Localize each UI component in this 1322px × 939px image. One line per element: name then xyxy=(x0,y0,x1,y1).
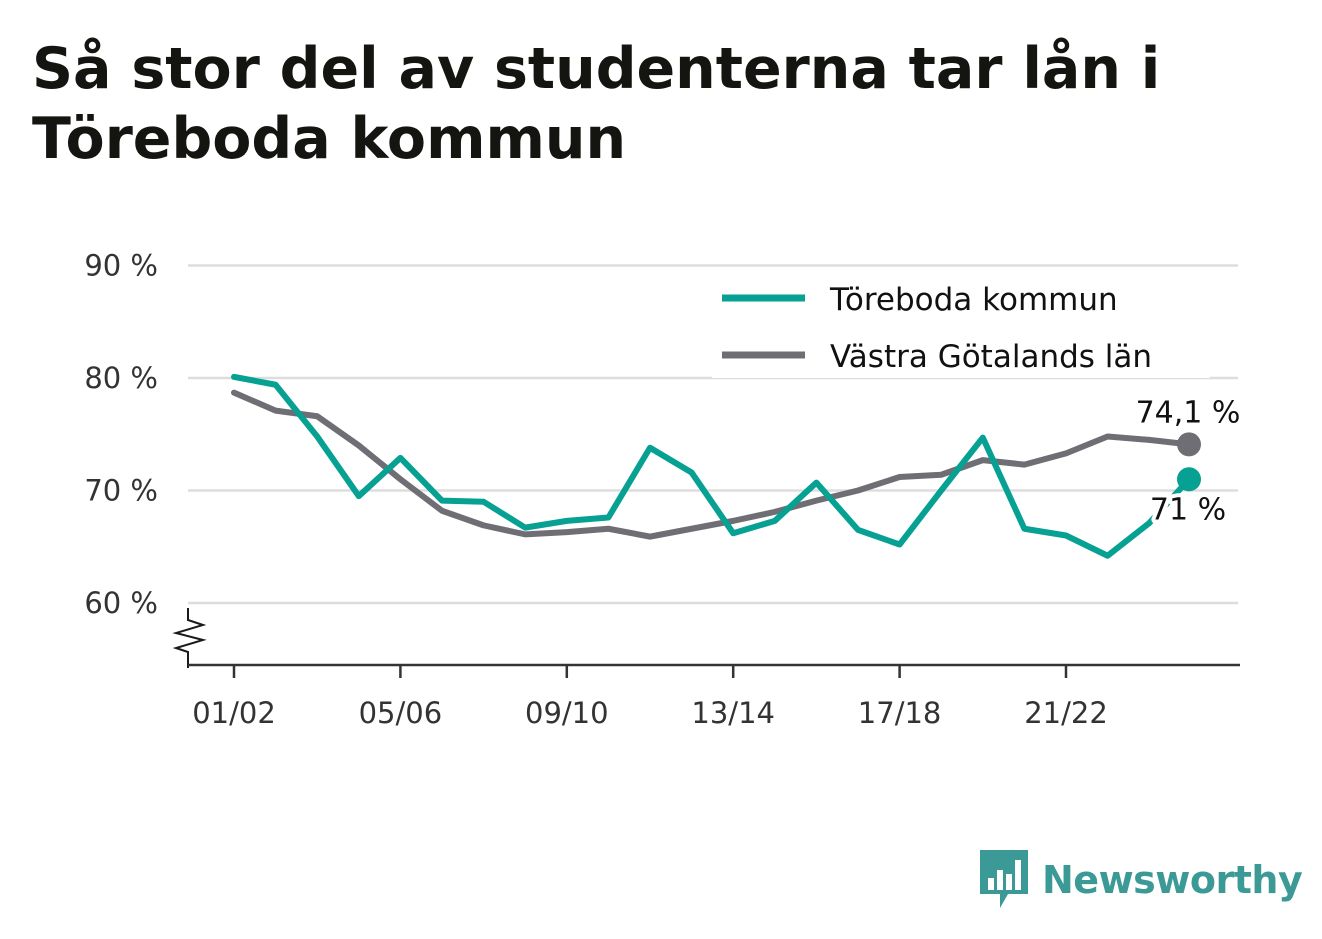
x-tick-label: 05/06 xyxy=(359,696,443,730)
y-axis-break-icon xyxy=(172,608,207,668)
y-axis: 60 % 70 % 80 % 90 % xyxy=(84,249,207,668)
end-marker-toreboda xyxy=(1177,467,1201,492)
x-tick-label: 17/18 xyxy=(858,696,942,730)
x-axis: 01/02 05/06 09/10 13/14 17/18 21/22 xyxy=(188,663,1240,730)
series-line-toreboda xyxy=(231,373,1153,559)
x-tick-label: 01/02 xyxy=(192,696,276,730)
end-label-toreboda: 71 % xyxy=(1150,492,1226,527)
end-marker-vastra-gotaland xyxy=(1177,432,1201,457)
legend-label-toreboda: Töreboda kommun xyxy=(829,282,1118,318)
y-tick-label: 70 % xyxy=(84,474,158,508)
legend: Töreboda kommun Västra Götalands län xyxy=(712,268,1210,378)
chart-title: Så stor del av studenterna tar lån i Tör… xyxy=(32,36,1161,172)
series-line-vastra-gotaland xyxy=(231,389,1153,540)
y-tick-label: 60 % xyxy=(84,586,158,620)
legend-label-vastra-gotaland: Västra Götalands län xyxy=(830,339,1152,375)
brand: Newsworthy xyxy=(980,850,1303,910)
end-markers: 74,1 %71 %71 % xyxy=(1136,395,1241,531)
newsworthy-logo-icon xyxy=(980,850,1028,908)
end-label-vastra-gotaland: 74,1 % xyxy=(1136,395,1241,430)
x-tick-label: 09/10 xyxy=(525,696,609,730)
y-tick-label: 90 % xyxy=(84,249,158,283)
brand-name: Newsworthy xyxy=(1042,858,1303,902)
y-tick-label: 80 % xyxy=(84,361,158,395)
x-tick-label: 13/14 xyxy=(691,696,775,730)
series-lines xyxy=(231,373,1153,559)
x-tick-label: 21/22 xyxy=(1024,696,1108,730)
end-label-halo: 71 % xyxy=(1150,492,1226,527)
